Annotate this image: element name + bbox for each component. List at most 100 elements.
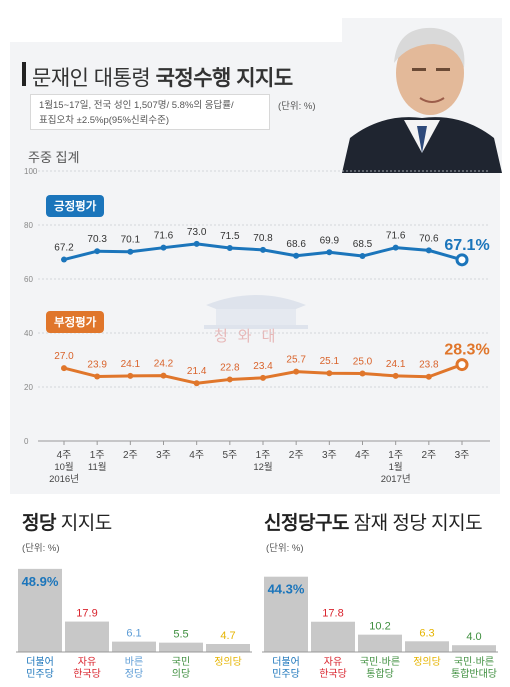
data-point (193, 240, 200, 247)
bar-category-label: 국민·바른 (360, 656, 400, 668)
y-tick-label: 60 (24, 275, 33, 284)
bar-category-label: 더불어 (272, 656, 300, 668)
data-point (260, 374, 266, 381)
x-tick-label: 4주 (189, 450, 204, 461)
x-tick-label: 3주 (322, 450, 337, 461)
president-portrait-image (342, 18, 502, 173)
bar-value-label: 6.3 (419, 627, 434, 639)
x-year-label: 2017년 (381, 474, 411, 485)
party-bar (311, 621, 355, 652)
new-party-support-title: 신정당구도 잠재 정당 지지도 (264, 508, 483, 535)
data-label-latest: 28.3% (444, 342, 489, 359)
bar-category-label: 자유 (324, 656, 342, 668)
x-tick-label: 5주 (222, 450, 237, 461)
survey-info-line-1: 1월15~17일, 전국 성인 1,507명/ 5.8%의 응답률/ (39, 100, 234, 111)
chart-gridlines (38, 170, 490, 442)
data-label: 68.5 (353, 239, 373, 250)
data-point (425, 247, 432, 254)
data-label: 24.1 (121, 359, 141, 370)
title-bold: 국정수행 지지도 (155, 67, 294, 90)
x-month-label: 12월 (253, 461, 272, 473)
bar-value-label: 17.8 (322, 608, 343, 620)
x-month-label: 1월 (389, 461, 403, 473)
data-point (226, 376, 233, 383)
x-tick-label: 2주 (421, 450, 436, 461)
data-point (392, 372, 399, 379)
data-point (326, 249, 333, 256)
bar-value-label: 44.3% (268, 582, 305, 597)
x-month-label: 11월 (88, 461, 107, 473)
x-tick-label: 1주 (90, 450, 105, 461)
bar-category-label: 의당 (172, 668, 190, 680)
bar-value-label: 4.0 (466, 631, 481, 643)
data-label: 25.1 (320, 356, 340, 367)
data-point (94, 248, 101, 255)
bar-category-label: 통합당 (366, 668, 394, 680)
new-party-support-title-bold: 신정당구도 (264, 513, 349, 534)
data-label: 24.1 (386, 359, 406, 370)
bar-value-label: 5.5 (173, 629, 188, 641)
title-accent-bar (22, 62, 26, 86)
data-label: 73.0 (187, 227, 207, 238)
data-point (260, 246, 266, 253)
x-tick-label: 2주 (123, 450, 138, 461)
party-support-title: 정당 지지도 (22, 508, 112, 535)
data-point (193, 380, 200, 387)
x-month-label: 10월 (54, 461, 73, 473)
weekly-aggregate-label: 주중 집계 (28, 150, 80, 165)
data-label: 23.8 (419, 360, 439, 371)
y-tick-label: 20 (24, 383, 33, 392)
x-tick-label: 2주 (289, 450, 304, 461)
party-bar (206, 644, 250, 652)
bar-value-label: 10.2 (369, 621, 390, 633)
y-tick-label: 40 (24, 329, 33, 338)
x-tick-label: 3주 (455, 450, 470, 461)
data-point (127, 372, 134, 379)
survey-info-line-2: 표집오차 ±2.5%p(95%신뢰수준) (39, 115, 170, 126)
data-label: 70.8 (253, 233, 273, 244)
data-label: 70.1 (121, 235, 141, 246)
bar-category-label: 한국당 (73, 668, 101, 680)
data-label: 22.8 (220, 362, 240, 373)
page-title: 문재인 대통령 국정수행 지지도 (32, 62, 293, 92)
data-point (226, 244, 233, 251)
y-tick-label: 100 (24, 167, 38, 176)
data-label: 23.4 (253, 361, 273, 372)
data-point (293, 368, 300, 375)
bar-category-label: 더불어 (26, 656, 54, 668)
data-label: 69.9 (320, 235, 340, 246)
data-point (293, 252, 300, 259)
data-label: 25.0 (353, 357, 373, 368)
watermark-text: 청와대 (214, 328, 286, 345)
y-tick-label: 0 (24, 437, 29, 446)
bar-value-label: 4.7 (220, 630, 235, 642)
data-label: 71.6 (154, 231, 174, 242)
legend-negative: 부정평가 (46, 311, 105, 333)
party-bar (405, 641, 449, 652)
party-bar (18, 568, 62, 652)
data-label-latest: 67.1% (444, 237, 489, 254)
data-point-latest (455, 358, 469, 372)
bar-value-label: 17.9 (76, 608, 97, 620)
legend-positive: 긍정평가 (46, 195, 105, 217)
data-point (392, 244, 399, 251)
new-party-support-title-regular: 잠재 정당 지지도 (348, 513, 483, 534)
bar-category-label: 바른 (125, 656, 143, 668)
party-support-unit: (단위: %) (22, 543, 60, 554)
x-tick-label: 4주 (57, 450, 72, 461)
party-bar (112, 641, 156, 652)
data-point (425, 373, 432, 380)
data-point (359, 370, 366, 377)
data-label: 23.9 (87, 359, 107, 370)
data-point (94, 373, 101, 380)
party-bar (159, 642, 203, 652)
data-label: 21.4 (187, 366, 207, 377)
bar-category-label: 자유 (78, 656, 96, 668)
data-point (160, 372, 167, 379)
chart-series: 67.2 70.3 70.1 71.6 73.0 71.5 70.8 68.6 69.9 68.5… (54, 227, 490, 387)
y-axis-ticks: 0 20 40 60 80 100 (24, 167, 38, 446)
